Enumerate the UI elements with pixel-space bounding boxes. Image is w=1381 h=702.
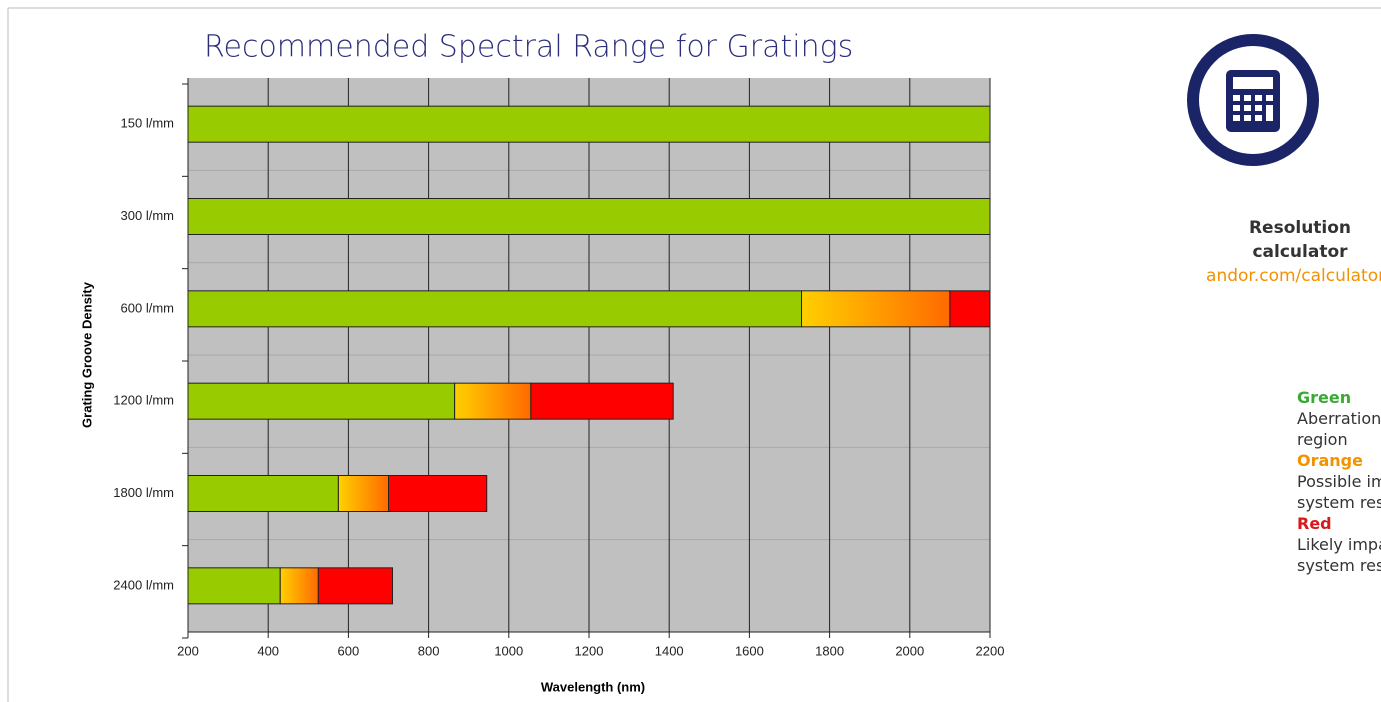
chart-title: Recommended Spectral Range for Gratings — [204, 30, 853, 65]
legend-description: Possible impact on system resolution — [1297, 472, 1381, 512]
y-tick-label: 150 l/mm — [121, 116, 174, 131]
x-tick-label: 1000 — [494, 643, 523, 658]
x-tick-label: 1600 — [735, 643, 764, 658]
bar-segment — [279, 567, 319, 605]
x-tick-label: 2200 — [976, 643, 1005, 658]
bar-segment — [317, 567, 394, 605]
calculator-link[interactable]: andor.com/calculators — [1206, 266, 1381, 286]
bar-segment — [187, 198, 991, 235]
x-tick-label: 800 — [418, 643, 440, 658]
y-tick-label: 2400 l/mm — [113, 577, 174, 592]
x-tick-label: 200 — [177, 643, 199, 658]
legend-name: Red — [1297, 514, 1332, 533]
x-tick-label: 600 — [338, 643, 360, 658]
x-tick-label: 1800 — [815, 643, 844, 658]
legend-description: Aberration-free region — [1297, 409, 1381, 449]
calculator-panel: Resolution calculator andor.com/calculat… — [1200, 216, 1381, 288]
legend: Green Aberration-free region Orange Possibl… — [1297, 387, 1381, 576]
y-axis-label: Grating Groove Density — [79, 281, 94, 428]
y-tick-label: 600 l/mm — [121, 300, 174, 315]
x-tick-label: 400 — [257, 643, 279, 658]
legend-description: Likely impact on system resolution — [1297, 535, 1381, 575]
legend-name: Green — [1297, 388, 1352, 407]
x-axis-label: Wavelength (nm) — [541, 679, 645, 694]
bar-segment — [187, 567, 281, 605]
bar-segment — [337, 475, 389, 512]
calculator-title: Resolution calculator — [1248, 218, 1352, 262]
calculator-icon — [1187, 34, 1319, 166]
bar-segment — [530, 382, 674, 420]
bar-segment — [801, 290, 951, 328]
x-tick-label: 1400 — [655, 643, 684, 658]
bar-segment — [187, 290, 803, 328]
legend-name: Orange — [1297, 451, 1363, 470]
bar-segment — [388, 475, 488, 512]
bar-segment — [187, 475, 339, 512]
x-tick-label: 1200 — [575, 643, 604, 658]
y-tick-label: 1800 l/mm — [113, 485, 174, 500]
y-tick-label: 300 l/mm — [121, 208, 174, 223]
bar-segment — [454, 382, 532, 420]
bar-segment — [187, 105, 991, 143]
bar-segment — [187, 382, 456, 420]
y-tick-label: 1200 l/mm — [113, 393, 174, 408]
x-tick-label: 2000 — [895, 643, 924, 658]
bar-segment — [949, 290, 991, 328]
